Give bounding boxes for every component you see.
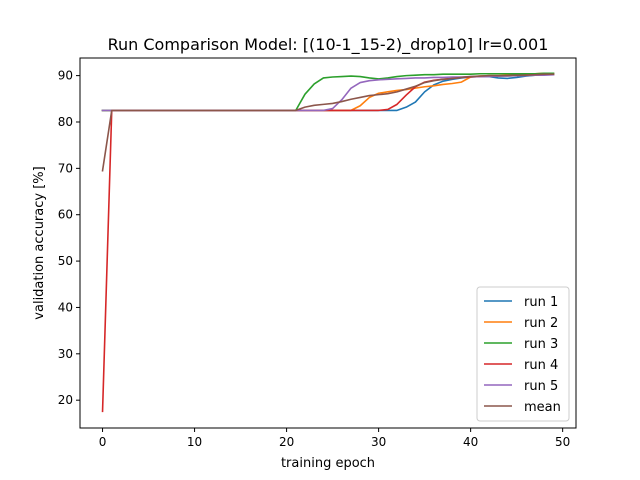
series-line-6 <box>101 73 555 172</box>
y-tick-label: 60 <box>58 208 73 222</box>
legend-label-5: run 5 <box>524 379 558 394</box>
legend-label-2: run 2 <box>524 316 558 331</box>
y-tick-label: 90 <box>58 69 73 83</box>
y-axis: 20 30 40 50 60 70 80 90 <box>58 69 80 407</box>
y-axis-label: validation accuracy [%] <box>32 166 47 319</box>
y-tick-label: 30 <box>58 347 73 361</box>
x-tick-label: 30 <box>371 435 386 449</box>
legend-label-1: run 1 <box>524 295 558 310</box>
series-layer <box>101 72 555 413</box>
x-tick-label: 20 <box>279 435 294 449</box>
plot-frame <box>79 57 577 429</box>
x-tick-label: 10 <box>187 435 202 449</box>
x-tick-label: 50 <box>555 435 570 449</box>
legend-label-4: run 4 <box>524 358 558 373</box>
chart-title: Run Comparison Model: [(10-1_15-2)_drop1… <box>108 35 549 55</box>
legend-label-6: mean <box>524 400 561 415</box>
y-tick-label: 20 <box>58 393 73 407</box>
y-tick-label: 50 <box>58 254 73 268</box>
y-tick-label: 70 <box>58 161 73 175</box>
legend-label-3: run 3 <box>524 337 558 352</box>
x-tick-label: 0 <box>99 435 107 449</box>
y-tick-label: 80 <box>58 115 73 129</box>
legend: run 1 run 2 run 3 run 4 run 5 mean <box>476 286 570 422</box>
x-axis: 0 10 20 30 40 50 <box>99 428 570 449</box>
x-tick-label: 40 <box>463 435 478 449</box>
x-axis-label: training epoch <box>281 456 375 471</box>
legend-frame <box>476 286 570 422</box>
y-tick-label: 40 <box>58 300 73 314</box>
